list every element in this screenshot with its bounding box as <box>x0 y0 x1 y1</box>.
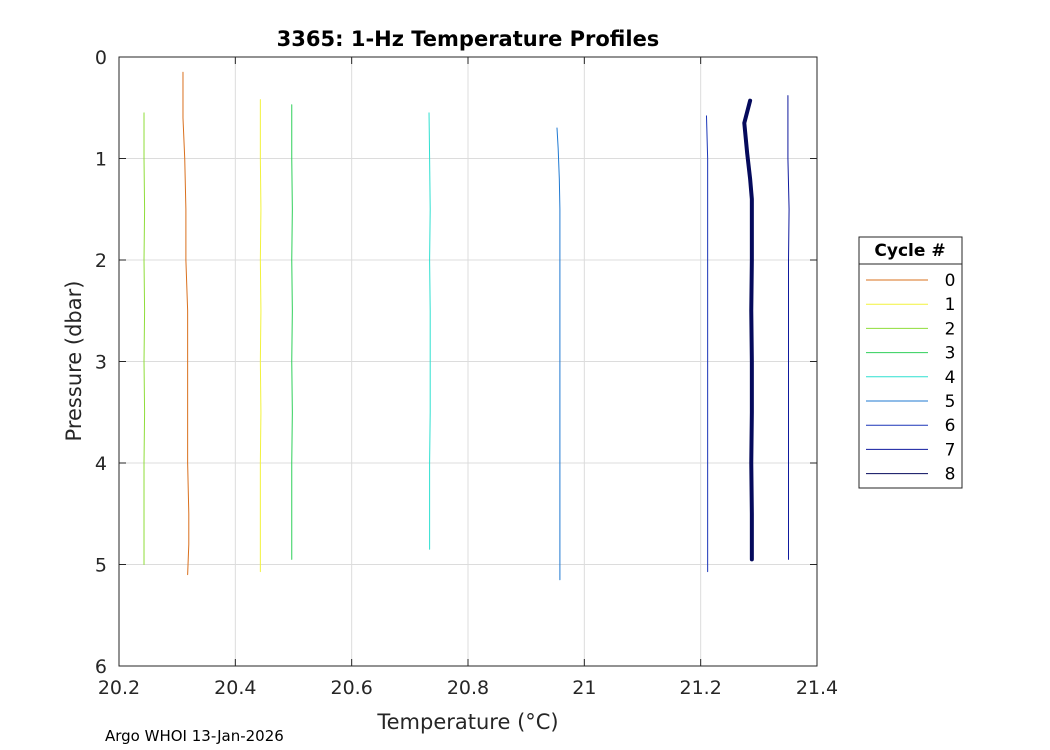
legend: Cycle # 0 1 2 3 4 5 6 7 8 <box>858 236 963 489</box>
legend-item: 0 <box>866 271 955 291</box>
legend-label: 4 <box>945 368 956 388</box>
legend-item: 6 <box>866 416 955 436</box>
y-tick-label: 0 <box>95 47 107 69</box>
y-tick-label: 5 <box>95 555 107 577</box>
series-line-cycle-4 <box>428 112 431 550</box>
legend-item: 8 <box>866 465 955 485</box>
legend-label: 2 <box>945 319 956 339</box>
x-tick-label: 21 <box>572 677 596 699</box>
series-line-cycle-6 <box>705 115 709 573</box>
y-tick-label: 1 <box>95 149 107 171</box>
legend-label: 6 <box>945 416 956 436</box>
series-line-cycle-1 <box>259 99 262 573</box>
y-tick-label: 3 <box>95 352 107 374</box>
legend-box <box>858 236 963 489</box>
y-tick-labels: 0 1 2 3 4 5 6 <box>95 47 107 678</box>
x-tick-label: 20.8 <box>447 677 489 699</box>
legend-label: 8 <box>945 465 956 485</box>
legend-label: 1 <box>945 295 956 315</box>
legend-item: 4 <box>866 368 955 388</box>
legend-title: Cycle # <box>874 241 945 261</box>
series-line-cycle-0 <box>182 71 190 576</box>
chart-title: 3365: 1-Hz Temperature Profiles <box>277 27 660 51</box>
legend-label: 0 <box>945 271 956 291</box>
x-tick-label: 21.4 <box>796 677 838 699</box>
y-tick-label: 6 <box>95 656 107 678</box>
series-line-cycle-2 <box>143 112 146 565</box>
footer-credit: Argo WHOI 13-Jan-2026 <box>105 727 284 745</box>
x-tick-label: 20.2 <box>98 677 140 699</box>
series-line-cycle-3 <box>291 104 293 560</box>
x-tick-label: 20.4 <box>214 677 256 699</box>
legend-item: 3 <box>866 344 955 364</box>
legend-label: 5 <box>945 392 956 412</box>
series-line-cycle-8 <box>742 98 754 562</box>
legend-item: 7 <box>866 440 955 460</box>
y-tick-label: 2 <box>95 250 107 272</box>
legend-item: 2 <box>866 319 955 339</box>
x-axis-label: Temperature (°C) <box>376 710 558 734</box>
series-line-cycle-5 <box>556 127 561 581</box>
legend-item: 5 <box>866 392 955 412</box>
series-line-cycle-7 <box>787 95 790 560</box>
legend-item: 1 <box>866 295 955 315</box>
ticks <box>118 56 818 667</box>
x-tick-labels: 20.2 20.4 20.6 20.8 21 21.2 21.4 <box>98 677 838 699</box>
y-axis-label: Pressure (dbar) <box>62 281 86 442</box>
legend-label: 3 <box>945 344 956 364</box>
x-tick-label: 20.6 <box>331 677 373 699</box>
legend-label: 7 <box>945 440 956 460</box>
legend-items: 0 1 2 3 4 5 6 7 8 <box>866 271 955 485</box>
series-layer <box>143 71 790 581</box>
y-tick-label: 4 <box>95 453 107 475</box>
x-tick-label: 21.2 <box>680 677 722 699</box>
